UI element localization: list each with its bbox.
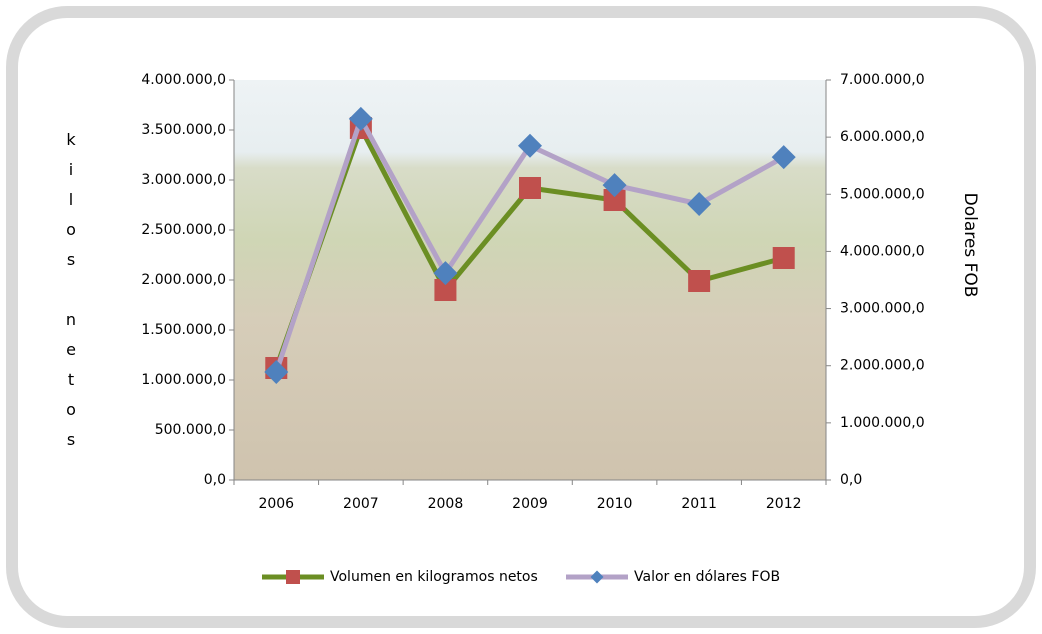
x-tick-label: 2010	[597, 496, 633, 512]
y-tick-label: 3.500.000,0	[141, 122, 226, 138]
y-tick-label: 0,0	[204, 472, 226, 488]
data-point	[688, 270, 711, 292]
y2-tick-label: 1.000.000,0	[840, 415, 925, 431]
legend-marker	[286, 570, 300, 584]
y-tick-label: 2.500.000,0	[141, 222, 226, 238]
x-tick-label: 2007	[343, 496, 379, 512]
data-point	[348, 106, 373, 131]
y-axis-label: kilos netos	[62, 130, 81, 460]
legend-label: Valor en dólares FOB	[634, 569, 780, 585]
y2-tick-label: 0,0	[840, 472, 862, 488]
data-point	[602, 173, 627, 198]
y-tick-label: 1.000.000,0	[141, 372, 226, 388]
data-point	[687, 192, 712, 216]
data-point	[772, 247, 795, 269]
y-tick-label: 500.000,0	[155, 422, 226, 438]
data-point	[519, 177, 541, 199]
y2-tick-label: 2.000.000,0	[840, 358, 925, 374]
y2-tick-label: 3.000.000,0	[840, 301, 925, 317]
x-tick-label: 2008	[428, 496, 464, 512]
y2-tick-label: 4.000.000,0	[840, 243, 925, 259]
y2-tick-label: 5.000.000,0	[840, 186, 925, 202]
x-tick-label: 2012	[766, 496, 802, 512]
data-point	[603, 189, 626, 211]
x-tick-label: 2009	[512, 496, 548, 512]
data-point	[518, 133, 542, 158]
y2-tick-label: 6.000.000,0	[840, 129, 925, 145]
data-point	[771, 145, 796, 170]
y-tick-label: 3.000.000,0	[141, 172, 226, 188]
data-point	[434, 279, 457, 301]
y-tick-label: 4.000.000,0	[141, 72, 226, 88]
data-point	[433, 261, 458, 286]
x-tick-label: 2006	[258, 496, 294, 512]
data-point	[264, 360, 289, 384]
legend-marker	[590, 570, 604, 584]
y2-tick-label: 7.000.000,0	[840, 72, 925, 88]
y-tick-label: 1.500.000,0	[141, 322, 226, 338]
x-tick-label: 2011	[681, 496, 717, 512]
y-tick-label: 2.000.000,0	[141, 272, 226, 288]
legend-label: Volumen en kilogramos netos	[330, 569, 538, 585]
y2-axis-label: Dolares FOB	[960, 193, 980, 298]
